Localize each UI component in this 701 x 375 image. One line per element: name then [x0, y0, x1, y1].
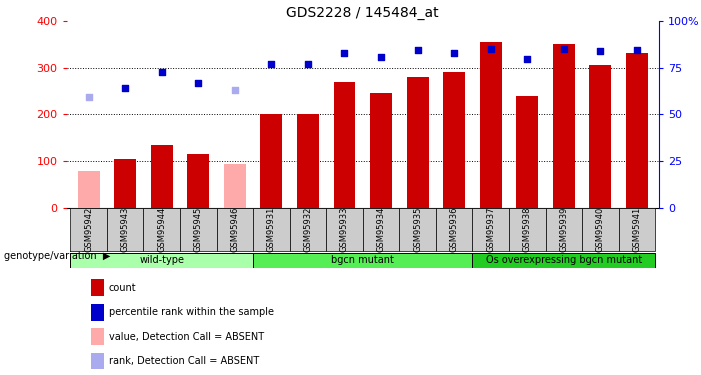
Text: GSM95943: GSM95943 — [121, 207, 130, 252]
Text: genotype/variation  ▶: genotype/variation ▶ — [4, 251, 110, 261]
Bar — [78, 171, 100, 208]
Bar — [407, 77, 428, 208]
Point — [229, 87, 240, 93]
Bar — [260, 114, 283, 208]
Bar — [472, 252, 655, 268]
Bar — [334, 82, 355, 208]
Text: rank, Detection Call = ABSENT: rank, Detection Call = ABSENT — [109, 356, 259, 366]
Text: wild-type: wild-type — [139, 255, 184, 266]
Text: value, Detection Call = ABSENT: value, Detection Call = ABSENT — [109, 332, 264, 342]
Text: GSM95935: GSM95935 — [413, 207, 422, 252]
Point — [449, 50, 460, 55]
Point — [412, 47, 423, 53]
Text: GSM95937: GSM95937 — [486, 207, 495, 252]
Bar — [224, 164, 246, 208]
Point — [119, 85, 130, 91]
Bar — [297, 114, 319, 208]
Point — [595, 48, 606, 54]
Bar — [70, 208, 107, 251]
Bar — [545, 208, 582, 251]
Text: GSM95941: GSM95941 — [632, 207, 641, 252]
Point — [156, 69, 168, 75]
Bar — [107, 208, 144, 251]
Text: GSM95931: GSM95931 — [267, 207, 276, 252]
Bar — [253, 208, 290, 251]
Text: count: count — [109, 283, 136, 293]
Bar — [509, 208, 545, 251]
Title: GDS2228 / 145484_at: GDS2228 / 145484_at — [287, 6, 439, 20]
Point — [193, 80, 204, 86]
Text: GSM95944: GSM95944 — [157, 207, 166, 252]
Bar — [472, 208, 509, 251]
Text: GSM95942: GSM95942 — [84, 207, 93, 252]
Bar — [326, 208, 363, 251]
Point — [632, 47, 643, 53]
Bar — [517, 96, 538, 208]
Point — [522, 56, 533, 62]
Bar — [443, 72, 465, 208]
Bar — [180, 208, 217, 251]
Text: GSM95936: GSM95936 — [449, 207, 458, 252]
Bar — [151, 145, 172, 208]
Bar — [187, 154, 209, 208]
Point — [558, 46, 569, 52]
Text: GSM95938: GSM95938 — [523, 207, 532, 252]
Text: GSM95932: GSM95932 — [304, 207, 313, 252]
Bar — [370, 93, 392, 208]
Bar — [553, 44, 575, 208]
Text: GSM95934: GSM95934 — [376, 207, 386, 252]
Point — [339, 51, 350, 57]
Bar — [363, 208, 400, 251]
Text: GSM95940: GSM95940 — [596, 207, 605, 252]
Bar — [590, 65, 611, 208]
Text: GSM95946: GSM95946 — [231, 207, 239, 252]
Bar — [619, 208, 655, 251]
Bar — [479, 42, 502, 208]
Point — [83, 94, 94, 100]
Bar — [114, 159, 136, 208]
Bar — [436, 208, 472, 251]
Text: GSM95939: GSM95939 — [559, 207, 569, 252]
Bar — [144, 208, 180, 251]
Bar — [400, 208, 436, 251]
Text: GSM95933: GSM95933 — [340, 207, 349, 252]
Text: bgcn mutant: bgcn mutant — [332, 255, 394, 266]
Point — [302, 61, 313, 67]
Bar — [626, 54, 648, 208]
Bar — [290, 208, 326, 251]
Point — [485, 46, 496, 52]
Text: Os overexpressing bgcn mutant: Os overexpressing bgcn mutant — [486, 255, 642, 266]
Bar — [70, 252, 253, 268]
Text: percentile rank within the sample: percentile rank within the sample — [109, 308, 273, 317]
Text: GSM95945: GSM95945 — [193, 207, 203, 252]
Bar — [582, 208, 619, 251]
Bar — [217, 208, 253, 251]
Point — [266, 61, 277, 67]
Bar — [253, 252, 472, 268]
Point — [376, 54, 387, 60]
